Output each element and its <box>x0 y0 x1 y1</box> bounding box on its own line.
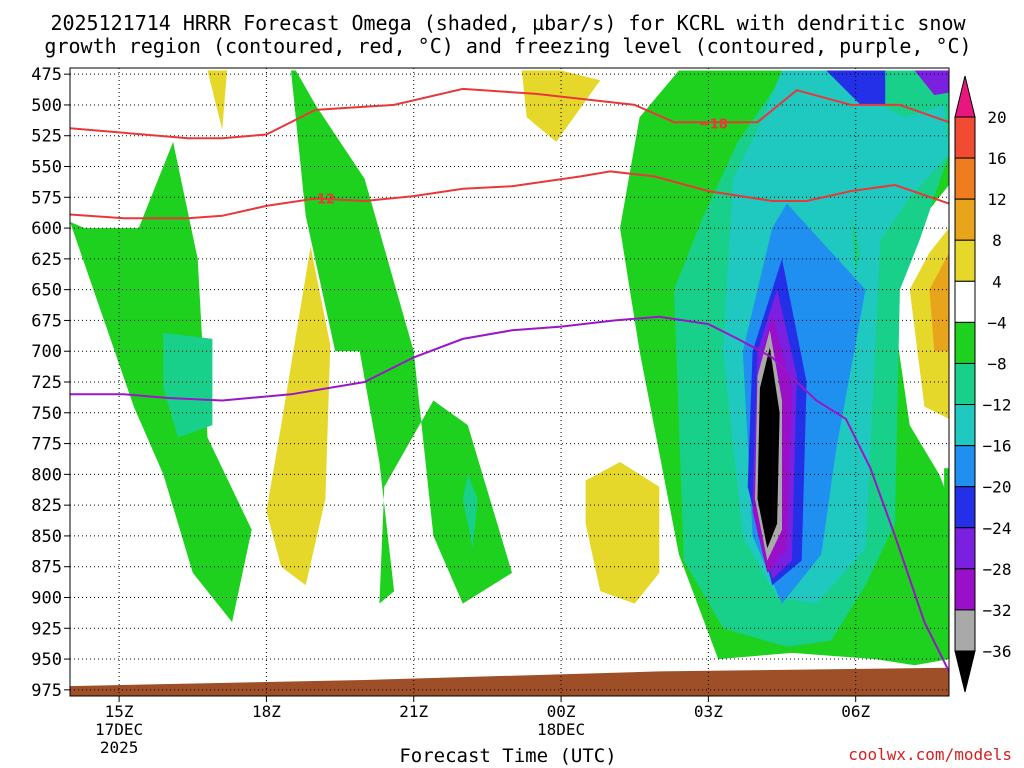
x-tick-label-21Z: 21Z <box>399 702 428 721</box>
grid-layer <box>70 68 949 696</box>
colorbar-label-13: −36 <box>983 642 1012 661</box>
x-tick-label-06Z: 06Z <box>841 702 870 721</box>
x-axis-label: Forecast Time (UTC) <box>399 745 616 767</box>
colorbar-band-12 <box>954 609 976 652</box>
y-tick-label-850: 850 <box>31 527 62 547</box>
colorbar-top-arrow <box>954 75 976 118</box>
colorbar-band-6 <box>954 362 976 406</box>
colorbar-band-10 <box>954 527 976 570</box>
terrain-fill <box>70 667 949 696</box>
y-tick-label-950: 950 <box>31 650 62 670</box>
omega-shading-layer <box>70 70 949 696</box>
x-tick-label-00Z: 00Z <box>547 702 576 721</box>
x-tick-date-15Z: 17DEC <box>95 720 143 739</box>
omega-region-6 <box>521 70 601 142</box>
y-tick-label-675: 675 <box>31 311 62 331</box>
colorbar-label-3: 8 <box>992 231 1002 250</box>
omega-region-5 <box>266 246 331 586</box>
colorbar: 20 16 12 8 4 −4 −8 −12 −16 −20 −24 −28 −32 −36 <box>954 75 1012 693</box>
x-tick-label-18Z: 18Z <box>252 702 281 721</box>
credit-link[interactable]: coolwx.com/models <box>848 745 1012 764</box>
colorbar-label-5: −4 <box>987 313 1006 332</box>
omega-region-20 <box>826 70 886 105</box>
colorbar-band-7 <box>954 404 976 447</box>
colorbar-label-2: 12 <box>987 190 1006 209</box>
omega-region-0 <box>70 141 252 623</box>
colorbar-band-1 <box>954 157 976 200</box>
y-tick-label-900: 900 <box>31 588 62 608</box>
y-tick-label-500: 500 <box>31 96 62 116</box>
omega-region-17 <box>850 215 861 272</box>
y-tick-label-600: 600 <box>31 219 62 239</box>
y-tick-label-625: 625 <box>31 250 62 270</box>
y-tick-label-750: 750 <box>31 404 62 424</box>
omega-region-1 <box>163 332 213 438</box>
y-tick-label-575: 575 <box>31 188 62 208</box>
colorbar-label-1: 16 <box>987 149 1006 168</box>
y-tick-label-475: 475 <box>31 65 62 85</box>
contour-layer: −18 −12 <box>70 87 949 672</box>
colorbar-band-8 <box>954 445 976 488</box>
dgz-minus12-label: −12 <box>306 193 335 208</box>
colorbar-label-4: 4 <box>992 272 1002 291</box>
y-tick-label-700: 700 <box>31 342 62 362</box>
omega-region-3 <box>462 474 478 549</box>
y-tick-label-975: 975 <box>31 681 62 701</box>
colorbar-band-9 <box>954 486 976 529</box>
colorbar-label-0: 20 <box>987 108 1006 127</box>
dgz-minus12-contour <box>70 170 949 220</box>
colorbar-label-12: −32 <box>983 601 1012 620</box>
omega-region-21 <box>914 70 949 96</box>
omega-region-16 <box>757 347 780 549</box>
omega-region-22 <box>944 468 949 524</box>
colorbar-label-7: −12 <box>983 396 1012 415</box>
chart-title-line2: growth region (contoured, red, °C) and f… <box>44 34 971 58</box>
y-tick-label-875: 875 <box>31 558 62 578</box>
colorbar-label-10: −24 <box>983 519 1012 538</box>
y-tick-label-650: 650 <box>31 281 62 301</box>
x-tick-date-00Z: 18DEC <box>537 720 585 739</box>
y-tick-label-775: 775 <box>31 435 62 455</box>
colorbar-band-2 <box>954 198 976 241</box>
x-tick-label-03Z: 03Z <box>694 702 723 721</box>
dgz-minus18-contour <box>70 87 949 140</box>
colorbar-label-6: −8 <box>987 354 1006 373</box>
colorbar-band-3 <box>954 239 976 282</box>
omega-region-2 <box>291 70 512 604</box>
colorbar-label-8: −16 <box>983 437 1012 456</box>
y-tick-label-550: 550 <box>31 158 62 178</box>
omega-region-4 <box>207 70 228 130</box>
colorbar-band-11 <box>954 568 976 611</box>
y-tick-label-925: 925 <box>31 619 62 639</box>
chart-title-line1: 2025121714 HRRR Forecast Omega (shaded, … <box>50 11 966 35</box>
y-tick-label-800: 800 <box>31 465 62 485</box>
dgz-minus18-label: −18 <box>699 117 728 132</box>
x-tick-year-15Z: 2025 <box>100 738 139 757</box>
y-tick-label-825: 825 <box>31 496 62 516</box>
colorbar-label-9: −20 <box>983 478 1012 497</box>
colorbar-band-5 <box>954 321 976 364</box>
colorbar-band-0 <box>954 116 976 159</box>
freezing-level-contour <box>70 315 949 672</box>
colorbar-label-11: −28 <box>983 560 1012 579</box>
y-axis: 475 500 525 550 575 600 625 650 675 700 725 750 775 8… <box>31 65 70 701</box>
colorbar-bottom-arrow <box>954 650 976 693</box>
omega-region-19 <box>929 252 949 352</box>
x-tick-label-15Z: 15Z <box>105 702 134 721</box>
y-tick-label-725: 725 <box>31 373 62 393</box>
y-tick-label-525: 525 <box>31 127 62 147</box>
colorbar-band-4 <box>954 280 976 323</box>
omega-region-7 <box>585 462 660 604</box>
